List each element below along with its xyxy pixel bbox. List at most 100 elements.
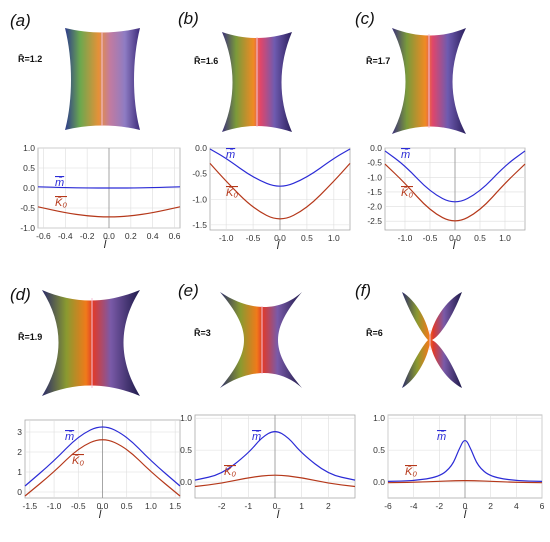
r-parameter-label: R̄=1.6 bbox=[194, 56, 218, 66]
r-parameter-label: R̄=6 bbox=[366, 328, 383, 338]
series-m-label: m̄ bbox=[65, 430, 74, 443]
x-tick-label: -4 bbox=[410, 501, 418, 511]
y-tick-label: 0.5 bbox=[180, 445, 192, 455]
series-m-line bbox=[384, 150, 526, 203]
y-tick-label: -2.5 bbox=[367, 216, 382, 226]
series-m-line bbox=[37, 186, 181, 189]
x-tick-label: 0 bbox=[273, 501, 278, 511]
r-parameter-label: R̄=1.9 bbox=[18, 332, 42, 342]
x-tick-label: 2 bbox=[326, 501, 331, 511]
r-parameter-label: R̄=3 bbox=[194, 328, 211, 338]
series-k0-line bbox=[209, 162, 351, 220]
y-tick-label: 0.0 bbox=[23, 183, 35, 193]
series-m-line bbox=[387, 439, 543, 482]
series-m-label: m̄ bbox=[252, 430, 261, 443]
surface-f bbox=[402, 292, 462, 388]
y-tick-label: -0.5 bbox=[192, 169, 207, 179]
x-tick-label: -1.0 bbox=[219, 233, 234, 243]
x-tick-label: -1.5 bbox=[23, 501, 38, 511]
x-tick-label: 0.5 bbox=[121, 501, 133, 511]
y-tick-label: 2 bbox=[17, 447, 22, 457]
x-tick-label: 0.0 bbox=[97, 501, 109, 511]
panel-letter: (f) bbox=[355, 281, 371, 300]
y-tick-label: 0.5 bbox=[23, 163, 35, 173]
x-tick-label: -2 bbox=[436, 501, 444, 511]
y-tick-label: 1.0 bbox=[23, 143, 35, 153]
series-k0-label: K̄₀ bbox=[72, 454, 84, 467]
series-m-label: m̄ bbox=[401, 148, 410, 161]
x-tick-label: -1 bbox=[245, 501, 253, 511]
y-tick-label: -1.0 bbox=[192, 194, 207, 204]
x-tick-label: -2 bbox=[218, 501, 226, 511]
y-tick-label: 0.0 bbox=[180, 477, 192, 487]
x-axis-label: l̄ bbox=[464, 508, 468, 521]
series-k0-label: K̄₀ bbox=[224, 465, 236, 478]
series-k0-line bbox=[194, 474, 356, 488]
x-tick-label: 0.0 bbox=[103, 231, 115, 241]
x-tick-label: 0.5 bbox=[301, 233, 313, 243]
series-k0-label: K̄₀ bbox=[55, 196, 67, 209]
y-tick-label: 3 bbox=[17, 427, 22, 437]
line-chart: 0.0 0.5 1.0 -2 -1 0 1 2 m̄ K̄₀ l̄ bbox=[180, 413, 356, 521]
series-m-line bbox=[24, 426, 181, 487]
x-tick-label: -1.0 bbox=[47, 501, 62, 511]
surface-c bbox=[392, 28, 466, 134]
y-tick-label: -0.5 bbox=[20, 203, 35, 213]
x-tick-label: 4 bbox=[514, 501, 519, 511]
x-tick-label: -0.5 bbox=[246, 233, 261, 243]
x-tick-label: -0.6 bbox=[36, 231, 51, 241]
x-axis-label: l̄ bbox=[99, 508, 103, 521]
r-parameter-label: R̄=1.2 bbox=[18, 54, 42, 64]
y-tick-label: 0.0 bbox=[370, 143, 382, 153]
x-tick-label: 0.6 bbox=[169, 231, 181, 241]
panel-letter: (d) bbox=[10, 285, 31, 304]
y-tick-label: -2.0 bbox=[367, 202, 382, 212]
x-tick-label: 1.0 bbox=[499, 233, 511, 243]
series-k0-label: K̄₀ bbox=[401, 186, 413, 199]
x-tick-label: -0.5 bbox=[71, 501, 86, 511]
line-chart: -2.5 -2.0 -1.5 -1.0 -0.5 0.0 -1.0 -0.5 0.0 0.5 1.0… bbox=[367, 143, 526, 252]
x-tick-label: -0.2 bbox=[80, 231, 95, 241]
y-tick-label: 1.0 bbox=[373, 413, 385, 423]
x-tick-label: -0.4 bbox=[58, 231, 73, 241]
series-k0-line bbox=[384, 163, 526, 222]
x-tick-label: 6 bbox=[540, 501, 545, 511]
x-tick-label: -0.5 bbox=[423, 233, 438, 243]
x-tick-label: 1.0 bbox=[328, 233, 340, 243]
x-axis-label: l̄ bbox=[453, 239, 457, 252]
surface-d bbox=[42, 290, 140, 396]
series-k0-label: K̄₀ bbox=[405, 465, 417, 478]
line-chart: -1.0 -0.5 0.0 0.5 1.0 -0.6 -0.4 -0.2 0.0 0.2 0.4 0.… bbox=[20, 143, 180, 251]
x-tick-label: 0.5 bbox=[474, 233, 486, 243]
x-tick-label: 0.0 bbox=[274, 233, 286, 243]
x-axis-label: l̄ bbox=[104, 238, 108, 251]
line-chart: -1.5 -1.0 -0.5 0.0 -1.0 -0.5 0.0 0.5 1.0 m̄ K̄₀ l̄ bbox=[192, 143, 351, 252]
y-tick-label: 0 bbox=[17, 487, 22, 497]
series-m-label: m̄ bbox=[226, 148, 235, 161]
x-tick-label: 0 bbox=[463, 501, 468, 511]
x-tick-label: 1.0 bbox=[145, 501, 157, 511]
series-m-label: m̄ bbox=[55, 176, 64, 189]
y-tick-label: -0.5 bbox=[367, 158, 382, 168]
y-tick-label: 1.0 bbox=[180, 413, 192, 423]
x-axis-label: l̄ bbox=[277, 508, 281, 521]
x-tick-label: 0.2 bbox=[125, 231, 137, 241]
panel-letter: (c) bbox=[355, 9, 375, 28]
line-chart: 0 1 2 3 -1.5 -1.0 -0.5 0.0 0.5 1.0 1.5 m̄ K̄₀ l̄ bbox=[17, 419, 181, 521]
x-axis-label: l̄ bbox=[277, 239, 281, 252]
series-k0-line bbox=[387, 480, 543, 484]
series-m-label: m̄ bbox=[437, 430, 446, 443]
y-tick-label: 0.0 bbox=[195, 143, 207, 153]
series-m-line bbox=[194, 431, 356, 481]
x-tick-label: 1.5 bbox=[169, 501, 181, 511]
surface-a bbox=[65, 28, 140, 130]
y-tick-label: 0.5 bbox=[373, 445, 385, 455]
x-tick-label: -1.0 bbox=[398, 233, 413, 243]
x-tick-label: 1 bbox=[299, 501, 304, 511]
surface-e bbox=[220, 292, 302, 388]
series-m-line bbox=[209, 148, 351, 187]
y-tick-label: 1 bbox=[17, 467, 22, 477]
r-parameter-label: R̄=1.7 bbox=[366, 56, 390, 66]
y-tick-label: -1.5 bbox=[367, 187, 382, 197]
